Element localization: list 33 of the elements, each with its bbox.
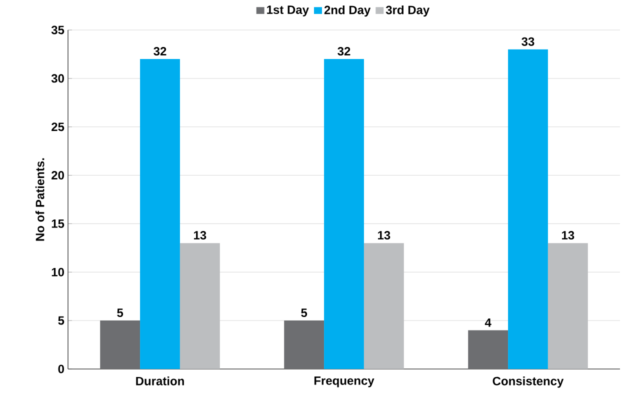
y-axis-title: No of Patients. bbox=[35, 158, 44, 241]
bar bbox=[468, 330, 508, 369]
data-label: 4 bbox=[484, 318, 492, 327]
data-label: 13 bbox=[562, 231, 574, 240]
legend-label: 1st Day bbox=[267, 6, 309, 16]
bar bbox=[100, 320, 140, 369]
x-tick-label: Duration bbox=[136, 376, 184, 386]
y-tick-label: 30 bbox=[51, 74, 64, 83]
y-tick-label: 20 bbox=[52, 171, 64, 180]
legend-label: 2nd Day bbox=[324, 5, 371, 17]
bar bbox=[508, 49, 548, 369]
y-tick-label: 10 bbox=[52, 268, 64, 276]
data-label: 13 bbox=[378, 231, 390, 240]
data-label: 33 bbox=[522, 37, 534, 46]
bar bbox=[180, 243, 220, 369]
bar bbox=[548, 243, 588, 369]
legend-label: 3rd Day bbox=[386, 5, 430, 17]
data-label: 32 bbox=[338, 47, 350, 56]
y-tick-label: 5 bbox=[58, 316, 64, 325]
y-tick-label: 25 bbox=[52, 122, 64, 132]
data-label: 32 bbox=[154, 47, 166, 56]
x-tick-label: Consistency bbox=[492, 376, 564, 388]
data-label: 13 bbox=[194, 231, 206, 240]
bar bbox=[364, 243, 404, 369]
bar bbox=[284, 320, 324, 369]
data-label: 5 bbox=[301, 308, 308, 318]
y-tick-label: 35 bbox=[51, 26, 64, 34]
bar bbox=[140, 59, 180, 369]
y-tick-label: 15 bbox=[52, 220, 64, 228]
data-label: 5 bbox=[117, 308, 124, 318]
y-tick-label: 0 bbox=[58, 364, 64, 374]
bar bbox=[324, 59, 364, 369]
x-tick-label: Frequency bbox=[314, 376, 374, 388]
